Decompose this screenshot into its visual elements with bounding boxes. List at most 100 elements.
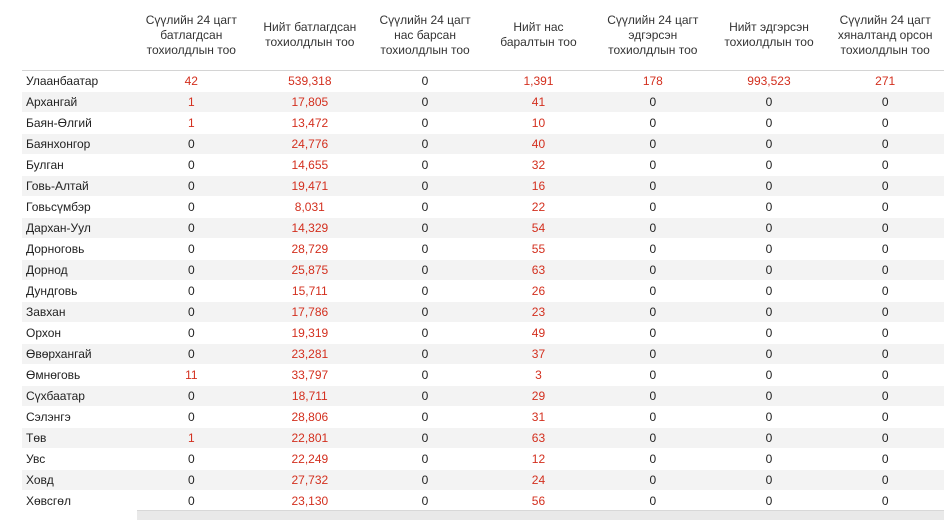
column-header-deaths-24h[interactable]: Сүүлийн 24 цагт нас барсан тохиолдлын то… [367,0,483,71]
table-row: Увс 0 22,249 0 12 0 0 0 [22,448,944,470]
total-recovered-cell: 993,523 [711,70,827,92]
total-deaths-cell: 55 [482,238,595,260]
total-deaths-cell: 26 [482,280,595,302]
table-row: Хөвсгөл 0 23,130 0 56 0 0 0 [22,490,944,510]
total-confirmed-cell: 19,319 [252,322,368,344]
recovered-24h-cell: 0 [594,364,712,386]
deaths-24h-cell: 0 [367,448,483,470]
column-header-monitored-24h[interactable]: Сүүлийн 24 цагт хяналтанд орсон тохиолдл… [826,0,944,71]
region-cell: Улаанбаатар [22,70,131,92]
table-row: Дорноговь 0 28,729 0 55 0 0 0 [22,238,944,260]
recovered-24h-cell: 0 [594,196,712,218]
confirmed-24h-cell: 0 [130,196,253,218]
total-confirmed-cell: 14,655 [252,154,368,176]
deaths-24h-cell: 0 [367,343,483,365]
column-header-total-recovered[interactable]: Нийт эдгэрсэн тохиолдлын тоо [711,0,827,71]
total-recovered-cell: 0 [711,490,827,510]
table-row: Улаанбаатар 42 539,318 0 1,391 178 993,523 271 [22,70,944,92]
monitored-24h-cell: 0 [826,469,944,491]
horizontal-scrollbar[interactable] [137,510,944,520]
confirmed-24h-cell: 0 [130,133,253,155]
table-row: Дундговь 0 15,711 0 26 0 0 0 [22,280,944,302]
recovered-24h-cell: 0 [594,448,712,470]
deaths-24h-cell: 0 [367,280,483,302]
confirmed-24h-cell: 0 [130,469,253,491]
recovered-24h-cell: 178 [594,70,712,92]
region-cell: Дундговь [22,280,131,302]
total-deaths-cell: 12 [482,448,595,470]
total-recovered-cell: 0 [711,238,827,260]
confirmed-24h-cell: 0 [130,259,253,281]
deaths-24h-cell: 0 [367,196,483,218]
total-recovered-cell: 0 [711,448,827,470]
deaths-24h-cell: 0 [367,469,483,491]
recovered-24h-cell: 0 [594,91,712,113]
recovered-24h-cell: 0 [594,112,712,134]
region-cell: Увс [22,448,131,470]
deaths-24h-cell: 0 [367,427,483,449]
table-row: Орхон 0 19,319 0 49 0 0 0 [22,322,944,344]
total-recovered-cell: 0 [711,322,827,344]
total-deaths-cell: 63 [482,427,595,449]
table-row: Дархан-Уул 0 14,329 0 54 0 0 0 [22,217,944,239]
monitored-24h-cell: 0 [826,217,944,239]
recovered-24h-cell: 0 [594,406,712,428]
deaths-24h-cell: 0 [367,238,483,260]
region-cell: Баянхонгор [22,133,131,155]
monitored-24h-cell: 0 [826,280,944,302]
covid-stats-table: Сүүлийн 24 цагт батлагдсан тохиолдлын то… [22,0,944,510]
recovered-24h-cell: 0 [594,154,712,176]
total-deaths-cell: 56 [482,490,595,510]
confirmed-24h-cell: 0 [130,343,253,365]
total-deaths-cell: 31 [482,406,595,428]
total-recovered-cell: 0 [711,385,827,407]
recovered-24h-cell: 0 [594,301,712,323]
monitored-24h-cell: 0 [826,175,944,197]
table-row: Баянхонгор 0 24,776 0 40 0 0 0 [22,133,944,155]
monitored-24h-cell: 0 [826,343,944,365]
region-cell: Орхон [22,322,131,344]
total-recovered-cell: 0 [711,343,827,365]
total-deaths-cell: 37 [482,343,595,365]
deaths-24h-cell: 0 [367,364,483,386]
recovered-24h-cell: 0 [594,133,712,155]
total-confirmed-cell: 23,130 [252,490,368,510]
total-recovered-cell: 0 [711,133,827,155]
column-header-total-deaths[interactable]: Нийт нас баралтын тоо [482,0,595,71]
confirmed-24h-cell: 11 [130,364,253,386]
monitored-24h-cell: 0 [826,133,944,155]
confirmed-24h-cell: 0 [130,175,253,197]
monitored-24h-cell: 0 [826,448,944,470]
confirmed-24h-cell: 0 [130,238,253,260]
confirmed-24h-cell: 1 [130,91,253,113]
monitored-24h-cell: 0 [826,385,944,407]
total-recovered-cell: 0 [711,154,827,176]
region-cell: Өмнөговь [22,364,131,386]
total-deaths-cell: 41 [482,91,595,113]
confirmed-24h-cell: 1 [130,427,253,449]
total-confirmed-cell: 27,732 [252,469,368,491]
column-header-recovered-24h[interactable]: Сүүлийн 24 цагт эдгэрсэн тохиолдлын тоо [594,0,712,71]
total-deaths-cell: 40 [482,133,595,155]
deaths-24h-cell: 0 [367,301,483,323]
table-row: Баян-Өлгий 1 13,472 0 10 0 0 0 [22,112,944,134]
total-recovered-cell: 0 [711,427,827,449]
recovered-24h-cell: 0 [594,343,712,365]
total-confirmed-cell: 8,031 [252,196,368,218]
region-cell: Ховд [22,469,131,491]
deaths-24h-cell: 0 [367,322,483,344]
recovered-24h-cell: 0 [594,280,712,302]
confirmed-24h-cell: 0 [130,448,253,470]
column-header-confirmed-24h[interactable]: Сүүлийн 24 цагт батлагдсан тохиолдлын то… [130,0,253,71]
column-header-total-confirmed[interactable]: Нийт батлагдсан тохиолдлын тоо [252,0,368,71]
total-deaths-cell: 49 [482,322,595,344]
total-recovered-cell: 0 [711,112,827,134]
total-recovered-cell: 0 [711,301,827,323]
region-cell: Завхан [22,301,131,323]
region-cell: Дархан-Уул [22,217,131,239]
deaths-24h-cell: 0 [367,91,483,113]
region-cell: Сэлэнгэ [22,406,131,428]
table-row: Төв 1 22,801 0 63 0 0 0 [22,427,944,449]
total-confirmed-cell: 23,281 [252,343,368,365]
total-deaths-cell: 3 [482,364,595,386]
